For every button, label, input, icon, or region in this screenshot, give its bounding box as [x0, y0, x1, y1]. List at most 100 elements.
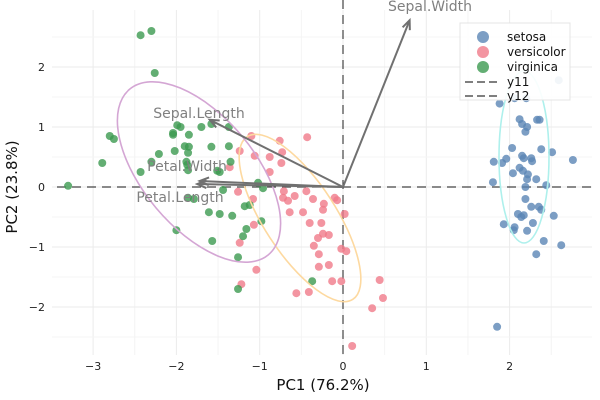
- point-setosa: [495, 99, 504, 108]
- point-virginica: [176, 123, 185, 131]
- point-setosa: [523, 175, 532, 184]
- y-tick-label: −2: [29, 301, 45, 314]
- legend-marker-versicolor: [477, 46, 489, 58]
- point-setosa: [527, 202, 536, 211]
- point-virginica: [170, 147, 179, 155]
- x-tick-label: 2: [506, 360, 513, 373]
- point-setosa: [521, 127, 530, 136]
- point-versicolor: [309, 195, 318, 203]
- point-virginica: [208, 237, 217, 245]
- legend-label: y11: [507, 75, 529, 89]
- point-setosa: [535, 115, 544, 124]
- point-versicolor: [284, 196, 293, 205]
- point-versicolor: [319, 199, 328, 208]
- point-versicolor: [304, 288, 313, 296]
- point-virginica: [136, 168, 145, 176]
- ellipse-versicolor: [238, 133, 362, 303]
- point-virginica: [64, 181, 73, 190]
- x-axis-label: PC1 (76.2%): [276, 376, 369, 394]
- point-virginica: [109, 135, 118, 143]
- point-setosa: [489, 157, 498, 166]
- point-versicolor: [324, 261, 333, 269]
- loading-arrow-sepal-length: [209, 118, 344, 188]
- point-versicolor: [250, 151, 259, 160]
- point-virginica: [136, 31, 145, 40]
- point-virginica: [215, 168, 224, 176]
- point-versicolor: [314, 234, 323, 242]
- point-virginica: [219, 186, 228, 194]
- point-virginica: [197, 123, 206, 131]
- point-virginica: [308, 277, 317, 286]
- legend-marker-setosa: [477, 31, 489, 43]
- legend-label: virginica: [507, 60, 558, 74]
- point-versicolor: [290, 192, 299, 200]
- point-versicolor: [249, 195, 258, 203]
- legend-marker-virginica: [477, 61, 489, 73]
- point-setosa: [532, 250, 541, 259]
- point-versicolor: [340, 210, 349, 218]
- point-setosa: [548, 148, 557, 157]
- point-versicolor: [302, 187, 311, 196]
- y-tick-label: 0: [38, 181, 45, 194]
- legend-label: setosa: [507, 30, 546, 44]
- arrowhead-icon: [401, 17, 411, 31]
- y-tick-label: −1: [29, 241, 45, 254]
- point-virginica: [150, 69, 159, 77]
- y-axis-label: PC2 (23.8%): [3, 140, 21, 233]
- points: [64, 27, 577, 350]
- point-versicolor: [249, 220, 258, 229]
- x-tick-label: −1: [252, 360, 268, 373]
- loading-label: Petal.Width: [147, 159, 227, 175]
- point-virginica: [234, 253, 243, 262]
- x-tick-label: −3: [85, 360, 101, 373]
- point-versicolor: [292, 289, 301, 298]
- loading-label: Sepal.Width: [388, 0, 472, 15]
- point-setosa: [488, 178, 497, 187]
- loading-label: Sepal.Length: [153, 106, 245, 122]
- point-versicolor: [342, 247, 351, 256]
- point-virginica: [215, 210, 224, 218]
- point-setosa: [508, 144, 517, 152]
- point-setosa: [557, 241, 566, 250]
- point-setosa: [508, 169, 517, 178]
- point-virginica: [207, 142, 216, 151]
- point-setosa: [568, 156, 577, 164]
- loading-vectors: Sepal.Width Sepal.Length Petal.Width Petal.…: [136, 0, 472, 206]
- point-setosa: [519, 154, 528, 163]
- point-virginica: [184, 142, 193, 151]
- point-versicolor: [333, 196, 342, 205]
- point-versicolor: [324, 231, 333, 239]
- point-virginica: [147, 27, 156, 35]
- point-virginica: [184, 166, 193, 175]
- point-versicolor: [314, 250, 323, 259]
- point-setosa: [532, 175, 541, 184]
- loading-arrow-sepal-width: [342, 19, 411, 188]
- point-setosa: [539, 237, 548, 245]
- point-versicolor: [337, 277, 346, 286]
- point-virginica: [239, 232, 248, 241]
- x-tick-label: 0: [340, 360, 347, 373]
- point-setosa: [521, 183, 530, 191]
- point-versicolor: [309, 241, 318, 250]
- point-versicolor: [348, 342, 357, 350]
- legend-label: y12: [507, 89, 529, 103]
- x-tick-label: −2: [168, 360, 184, 373]
- point-setosa: [528, 157, 537, 166]
- y-tick-label: 2: [38, 61, 45, 74]
- point-virginica: [184, 130, 193, 139]
- point-setosa: [542, 181, 551, 190]
- arrowhead-icon: [194, 179, 207, 189]
- point-versicolor: [314, 262, 323, 271]
- point-virginica: [98, 159, 107, 167]
- point-virginica: [169, 130, 178, 139]
- point-setosa: [523, 226, 532, 235]
- point-setosa: [521, 195, 530, 203]
- point-versicolor: [265, 153, 274, 161]
- point-versicolor: [235, 238, 244, 247]
- point-versicolor: [285, 208, 294, 217]
- point-virginica: [147, 157, 156, 166]
- point-virginica: [226, 157, 235, 166]
- point-versicolor: [299, 208, 308, 217]
- point-setosa: [502, 154, 511, 163]
